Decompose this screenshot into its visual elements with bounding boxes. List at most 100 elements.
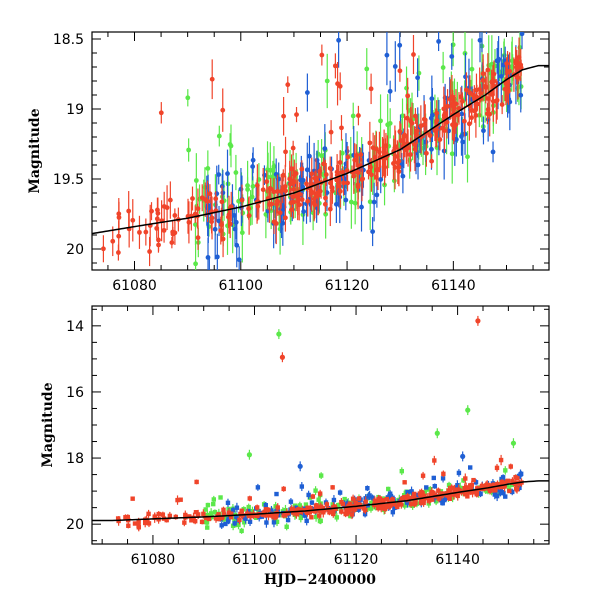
x-tick-label: 61080 (131, 552, 176, 568)
blue-data-point (337, 490, 343, 495)
red-data-point (123, 515, 128, 520)
red-data-point (173, 514, 178, 520)
blue-data-point (331, 497, 337, 503)
red-data-point (283, 149, 288, 155)
blue-data-point (223, 521, 228, 527)
blue-data-point (226, 517, 231, 522)
top-data-points (101, 32, 525, 270)
green-data-point (211, 501, 216, 507)
red-data-point (404, 115, 410, 121)
blue-data-point (498, 490, 503, 496)
red-data-point (411, 52, 416, 57)
red-data-point (199, 519, 205, 525)
red-data-point (201, 511, 206, 517)
red-data-point (285, 82, 291, 88)
red-data-point (291, 172, 297, 178)
red-data-point (357, 502, 363, 508)
red-data-point (317, 513, 322, 518)
red-data-point (464, 87, 469, 93)
green-data-point (368, 506, 374, 511)
green-data-point (284, 524, 289, 529)
red-data-point (411, 491, 417, 497)
blue-data-point (362, 511, 368, 517)
green-data-point (274, 519, 280, 525)
red-data-point (299, 197, 305, 202)
red-data-point (187, 514, 192, 519)
blue-data-point (236, 257, 242, 263)
blue-data-point (498, 73, 504, 79)
blue-data-point (501, 490, 506, 496)
bottom-model-curve (92, 480, 549, 522)
y-tick-label: 18.5 (53, 32, 84, 48)
red-data-point (478, 90, 484, 96)
red-data-point (317, 506, 322, 511)
red-data-point (392, 501, 397, 507)
red-data-point (315, 193, 321, 199)
red-data-point (482, 484, 487, 490)
red-data-point (167, 513, 173, 519)
blue-data-point (390, 509, 396, 515)
red-data-point (146, 521, 152, 526)
green-data-point (433, 499, 439, 504)
red-data-point (353, 500, 359, 506)
green-outlier-point (510, 440, 517, 446)
red-data-point (445, 103, 450, 109)
red-data-point (381, 502, 386, 507)
green-data-point (465, 154, 470, 160)
blue-data-point (214, 254, 220, 260)
red-data-point (192, 518, 198, 524)
green-outlier-point (434, 430, 440, 436)
red-data-point (452, 124, 457, 130)
red-data-point (271, 219, 277, 225)
red-data-point (447, 496, 453, 501)
red-data-point (313, 503, 319, 509)
red-data-point (469, 115, 474, 121)
red-data-point (428, 492, 433, 498)
red-data-point (377, 496, 383, 501)
red-data-point (418, 500, 424, 505)
red-data-point (169, 240, 175, 246)
red-data-point (195, 206, 201, 212)
red-data-point (130, 217, 136, 223)
bottom-ticks (92, 306, 549, 544)
green-data-point (350, 500, 355, 506)
green-data-point (400, 113, 405, 119)
blue-data-point (431, 475, 436, 481)
red-data-point (410, 495, 415, 500)
red-data-point (452, 487, 457, 493)
red-data-point (216, 516, 221, 522)
red-data-point (274, 513, 279, 519)
red-data-point (467, 483, 473, 488)
red-data-point (514, 487, 520, 492)
green-data-point (378, 118, 383, 124)
red-data-point (323, 172, 329, 177)
red-data-point (399, 496, 405, 501)
top-y-axis-label: Magnitude (27, 108, 43, 193)
green-data-point (233, 170, 239, 175)
red-data-point (366, 169, 371, 175)
red-data-point (470, 92, 476, 98)
blue-data-point (304, 518, 309, 524)
red-data-point (341, 180, 346, 186)
red-data-point (384, 504, 390, 510)
red-data-point (380, 499, 385, 504)
red-data-point (195, 235, 201, 241)
red-data-point (455, 487, 460, 492)
red-data-point (330, 485, 335, 490)
red-data-point (247, 496, 252, 501)
red-data-point (397, 500, 402, 506)
y-tick-label: 16 (66, 385, 84, 401)
blue-data-point (304, 90, 310, 95)
red-data-point (408, 152, 413, 157)
red-data-point (193, 510, 199, 515)
y-tick-label: 19.5 (53, 172, 84, 188)
blue-data-point (225, 171, 230, 177)
red-data-point (446, 488, 451, 493)
red-data-point (373, 174, 379, 180)
green-data-point (232, 518, 237, 523)
green-data-point (203, 507, 208, 512)
red-data-point (152, 515, 157, 520)
red-data-point (130, 496, 135, 501)
red-data-point (213, 516, 219, 521)
blue-data-point (307, 153, 312, 159)
